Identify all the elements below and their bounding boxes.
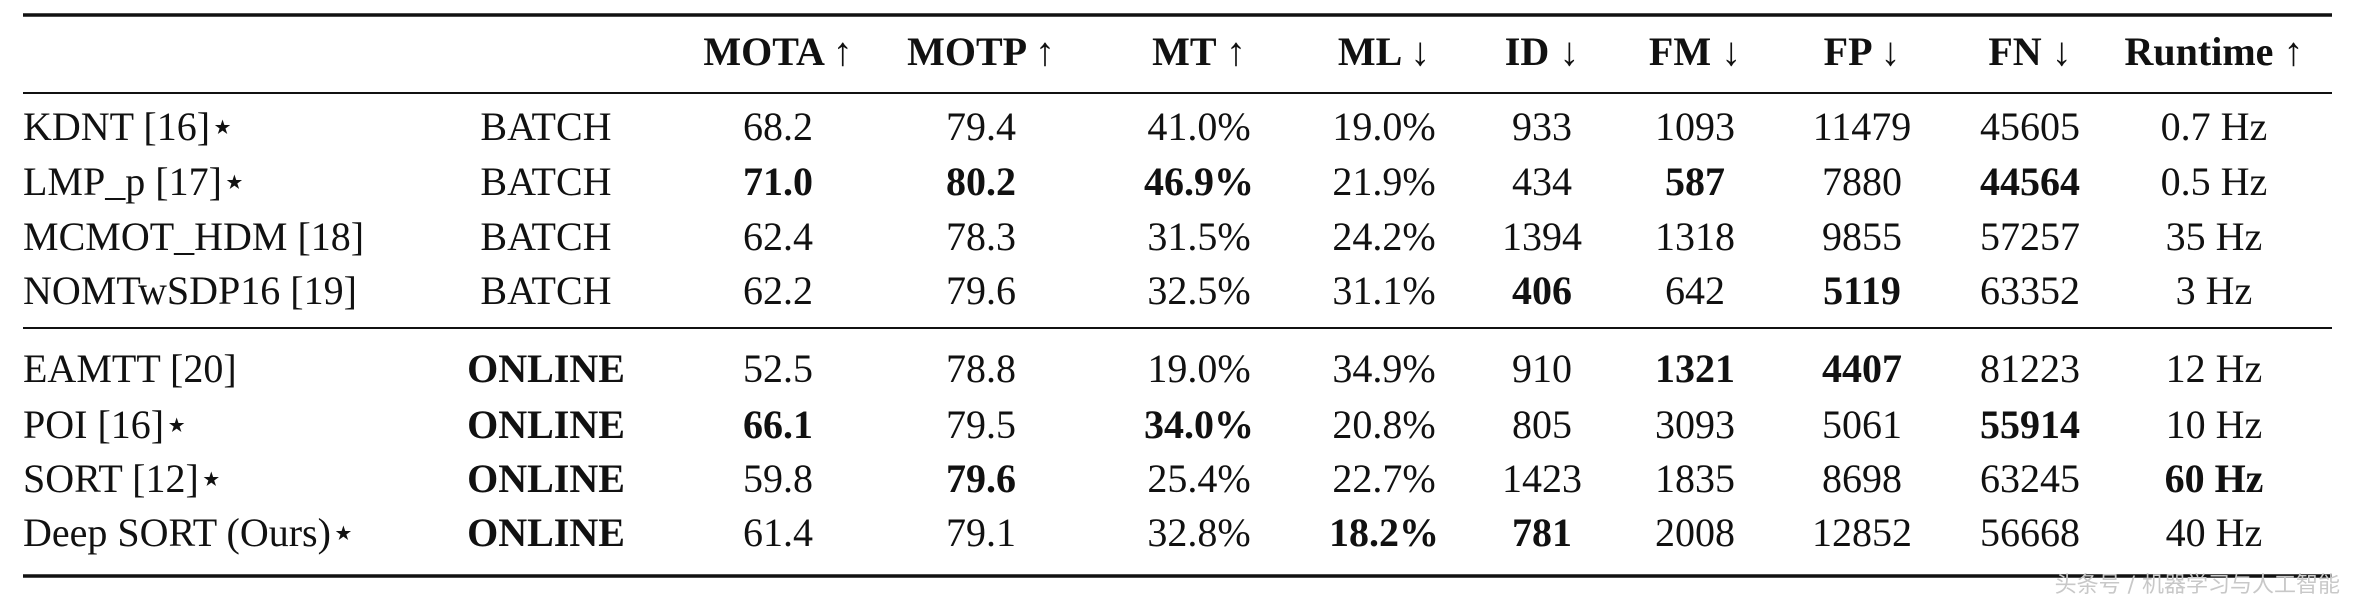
cell: 910 <box>1512 346 1572 391</box>
cell: 7880 <box>1822 159 1902 204</box>
cell: BATCH <box>480 214 611 259</box>
cell: 406 <box>1512 268 1572 313</box>
cell: 4407 <box>1822 346 1902 391</box>
cell: 8698 <box>1822 456 1902 501</box>
column-header: MT ↑ <box>1152 29 1246 74</box>
method-name: NOMTwSDP16 [19] <box>23 268 357 313</box>
cell: 55914 <box>1980 402 2080 447</box>
cell: BATCH <box>480 159 611 204</box>
cell: 1423 <box>1502 456 1582 501</box>
cell: 79.6 <box>946 456 1016 501</box>
cell: 45605 <box>1980 104 2080 149</box>
cell: 21.9% <box>1332 159 1435 204</box>
cell: 34.0% <box>1144 402 1254 447</box>
cell: 32.5% <box>1147 268 1250 313</box>
cell: 79.1 <box>946 510 1016 555</box>
column-header: ML ↓ <box>1338 29 1430 74</box>
cell: 1321 <box>1655 346 1735 391</box>
column-header: FM ↓ <box>1649 29 1741 74</box>
cell: 19.0% <box>1147 346 1250 391</box>
cell: ONLINE <box>467 456 625 501</box>
column-header: MOTA ↑ <box>703 29 852 74</box>
cell: 1835 <box>1655 456 1735 501</box>
column-header: FN ↓ <box>1988 29 2071 74</box>
cell: 61.4 <box>743 510 813 555</box>
cell: 56668 <box>1980 510 2080 555</box>
cell: 41.0% <box>1147 104 1250 149</box>
cell: 60 Hz <box>2165 456 2264 501</box>
cell: ONLINE <box>467 510 625 555</box>
method-name: Deep SORT (Ours)⋆ <box>23 510 356 555</box>
method-name: POI [16]⋆ <box>23 402 189 447</box>
cell: 78.3 <box>946 214 1016 259</box>
cell: 434 <box>1512 159 1572 204</box>
method-name: MCMOT_HDM [18] <box>23 214 364 259</box>
method-name: KDNT [16]⋆ <box>23 104 235 149</box>
cell: 63352 <box>1980 268 2080 313</box>
cell: 40 Hz <box>2166 510 2263 555</box>
cell: BATCH <box>480 104 611 149</box>
cell: 66.1 <box>743 402 813 447</box>
method-name: SORT [12]⋆ <box>23 456 224 501</box>
cell: 25.4% <box>1147 456 1250 501</box>
cell: 5061 <box>1822 402 1902 447</box>
cell: BATCH <box>480 268 611 313</box>
cell: 642 <box>1665 268 1725 313</box>
cell: 781 <box>1512 510 1572 555</box>
cell: 933 <box>1512 104 1572 149</box>
cell: 31.5% <box>1147 214 1250 259</box>
cell: 62.4 <box>743 214 813 259</box>
cell: 80.2 <box>946 159 1016 204</box>
cell: 79.5 <box>946 402 1016 447</box>
cell: 19.0% <box>1332 104 1435 149</box>
method-name: LMP_p [17]⋆ <box>23 159 247 204</box>
cell: 63245 <box>1980 456 2080 501</box>
cell: 12 Hz <box>2166 346 2263 391</box>
cell: 78.8 <box>946 346 1016 391</box>
cell: 57257 <box>1980 214 2080 259</box>
cell: 3093 <box>1655 402 1735 447</box>
cell: ONLINE <box>467 402 625 447</box>
cell: 3 Hz <box>2176 268 2253 313</box>
cell: 5119 <box>1823 268 1901 313</box>
cell: 0.7 Hz <box>2161 104 2268 149</box>
column-header: ID ↓ <box>1505 29 1579 74</box>
cell: 9855 <box>1822 214 1902 259</box>
cell: 52.5 <box>743 346 813 391</box>
cell: 24.2% <box>1332 214 1435 259</box>
cell: 2008 <box>1655 510 1735 555</box>
cell: 71.0 <box>743 159 813 204</box>
cell: 0.5 Hz <box>2161 159 2268 204</box>
cell: 44564 <box>1980 159 2080 204</box>
column-header: Runtime ↑ <box>2125 29 2304 74</box>
cell: 68.2 <box>743 104 813 149</box>
cell: 12852 <box>1812 510 1912 555</box>
cell: 587 <box>1665 159 1725 204</box>
cell: 79.4 <box>946 104 1016 149</box>
cell: 32.8% <box>1147 510 1250 555</box>
method-name: EAMTT [20] <box>23 346 237 391</box>
cell: 18.2% <box>1329 510 1439 555</box>
column-header: FP ↓ <box>1824 29 1901 74</box>
cell: 11479 <box>1813 104 1912 149</box>
cell: 20.8% <box>1332 402 1435 447</box>
watermark: 头条号 / 机器学习与人工智能 <box>2055 573 2340 598</box>
cell: 22.7% <box>1332 456 1435 501</box>
cell: 1093 <box>1655 104 1735 149</box>
cell: 59.8 <box>743 456 813 501</box>
cell: 81223 <box>1980 346 2080 391</box>
cell: 10 Hz <box>2166 402 2263 447</box>
cell: 62.2 <box>743 268 813 313</box>
cell: 31.1% <box>1332 268 1435 313</box>
column-header: MOTP ↑ <box>907 29 1055 74</box>
cell: 35 Hz <box>2166 214 2263 259</box>
cell: 805 <box>1512 402 1572 447</box>
cell: ONLINE <box>467 346 625 391</box>
cell: 79.6 <box>946 268 1016 313</box>
cell: 46.9% <box>1144 159 1254 204</box>
cell: 1318 <box>1655 214 1735 259</box>
cell: 34.9% <box>1332 346 1435 391</box>
cell: 1394 <box>1502 214 1582 259</box>
